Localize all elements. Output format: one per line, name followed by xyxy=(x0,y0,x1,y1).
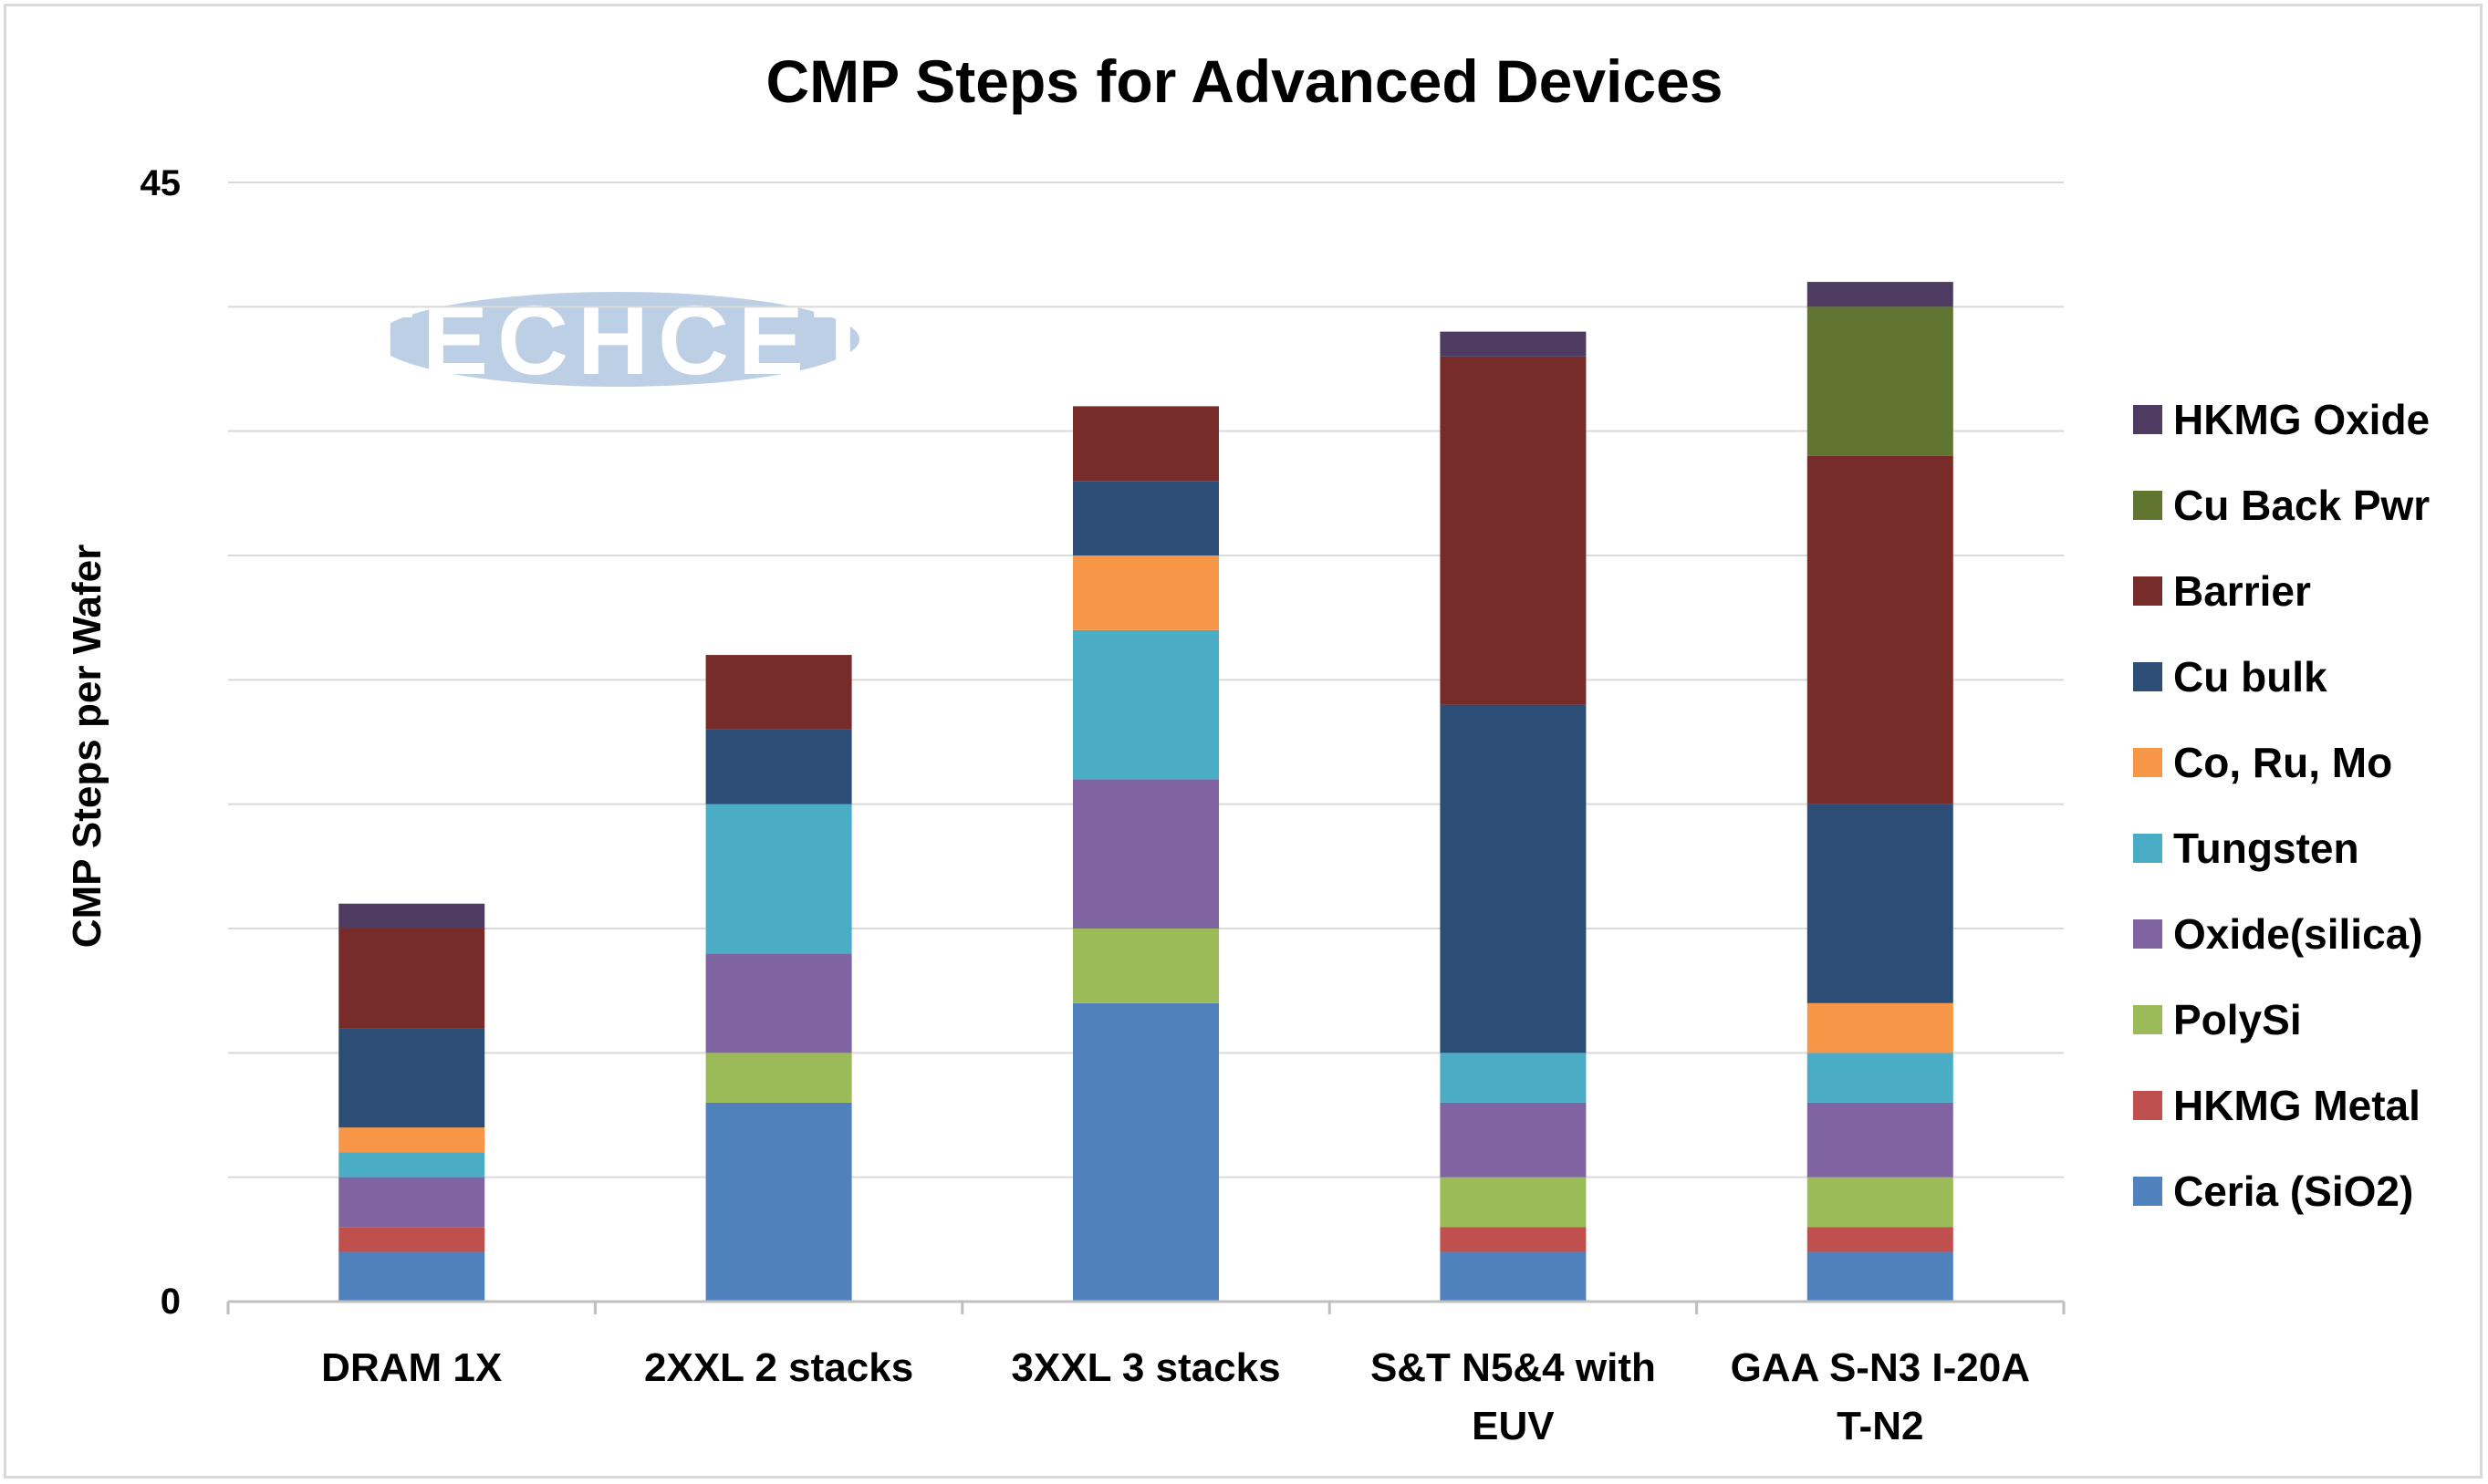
techcet-watermark-logo: TECHCET xyxy=(353,285,882,395)
bar-segment xyxy=(1806,1227,1953,1252)
bar-segment xyxy=(1440,331,1587,357)
legend-label: Barrier xyxy=(2173,567,2311,615)
legend: HKMG Oxide Cu Back Pwr Barrier Cu bulk Co, R… xyxy=(2133,396,2430,1215)
bar-segment xyxy=(705,1053,852,1103)
bar-segment xyxy=(1806,306,1953,456)
bar-segment xyxy=(1073,406,1219,482)
bar-segment xyxy=(1440,704,1587,1053)
bar-segment xyxy=(1073,929,1219,1003)
legend-swatch xyxy=(2133,919,2162,949)
x-tick-label: S&T N5&4 with xyxy=(1370,1345,1656,1390)
x-tick-label: T-N2 xyxy=(1837,1404,1923,1448)
legend-label: Tungsten xyxy=(2173,825,2359,872)
bar-segment xyxy=(338,1127,485,1153)
bar-segment xyxy=(338,1177,485,1228)
bar-segment xyxy=(1440,1053,1587,1103)
bar-segment xyxy=(1073,481,1219,555)
bar-segment xyxy=(338,1028,485,1128)
bar-segment xyxy=(705,953,852,1053)
bar-segment xyxy=(1440,356,1587,705)
y-axis-title: CMP Steps per Wafer xyxy=(65,545,109,949)
bar-segment xyxy=(1073,779,1219,929)
legend-label: HKMG Metal xyxy=(2173,1082,2420,1129)
x-axis-labels: DRAM 1X 2XXL 2 stacks 3XXL 3 stacks S&T N5&… xyxy=(321,1345,2030,1448)
bar-segment xyxy=(1806,1053,1953,1103)
bar-segment xyxy=(1073,555,1219,630)
x-tick-label: 3XXL 3 stacks xyxy=(1011,1345,1280,1390)
bar-segment xyxy=(1806,1251,1953,1302)
bar-segment xyxy=(338,1227,485,1252)
bar-segment xyxy=(1806,1102,1953,1178)
legend-label: PolySi xyxy=(2173,996,2302,1043)
x-tick-label: EUV xyxy=(1472,1404,1555,1448)
x-tick-label: GAA S-N3 I-20A xyxy=(1731,1345,2030,1390)
bar-segment xyxy=(1440,1102,1587,1178)
legend-swatch xyxy=(2133,834,2162,863)
bar-segment xyxy=(1806,455,1953,804)
bar-segment xyxy=(338,929,485,1029)
legend-swatch xyxy=(2133,1005,2162,1034)
bar-segment xyxy=(1440,1251,1587,1302)
bars xyxy=(338,282,1953,1302)
bar-segment xyxy=(1073,629,1219,780)
legend-swatch xyxy=(2133,405,2162,434)
legend-label: Cu bulk xyxy=(2173,653,2327,700)
legend-label: Cu Back Pwr xyxy=(2173,482,2430,529)
bar-segment xyxy=(338,1152,485,1178)
bar-segment xyxy=(1440,1177,1587,1228)
legend-swatch xyxy=(2133,491,2162,520)
bar-segment xyxy=(1806,804,1953,1003)
x-tick-label: 2XXL 2 stacks xyxy=(644,1345,913,1390)
legend-swatch xyxy=(2133,576,2162,606)
x-tick-label: DRAM 1X xyxy=(321,1345,502,1390)
bar-segment xyxy=(1806,1002,1953,1053)
legend-label: Ceria (SiO2) xyxy=(2173,1167,2413,1215)
bar-segment xyxy=(1806,282,1953,307)
legend-label: HKMG Oxide xyxy=(2173,396,2430,443)
legend-label: Oxide(silica) xyxy=(2173,910,2423,958)
bar-segment xyxy=(1440,1227,1587,1252)
bar-segment xyxy=(705,655,852,730)
y-tick-max: 45 xyxy=(141,163,182,203)
legend-swatch xyxy=(2133,748,2162,777)
watermark-text: TECHCET xyxy=(353,285,882,395)
bar-segment xyxy=(1073,1002,1219,1302)
legend-swatch xyxy=(2133,1177,2162,1206)
legend-swatch xyxy=(2133,1091,2162,1120)
legend-label: Co, Ru, Mo xyxy=(2173,739,2392,786)
axes xyxy=(226,1300,2066,1314)
y-tick-zero: 0 xyxy=(161,1282,181,1322)
legend-swatch xyxy=(2133,662,2162,691)
bar-segment xyxy=(705,1102,852,1302)
bar-segment xyxy=(705,729,852,804)
bar-segment xyxy=(1806,1177,1953,1228)
chart-title: CMP Steps for Advanced Devices xyxy=(765,47,1723,115)
bar-segment xyxy=(338,903,485,929)
bar-segment xyxy=(338,1251,485,1302)
bar-segment xyxy=(705,804,852,954)
